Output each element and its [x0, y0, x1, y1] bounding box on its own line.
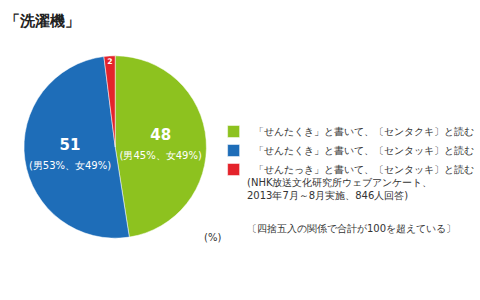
svg-text:〔四捨五入の関係で合計が100を超えている〕: 〔四捨五入の関係で合計が100を超えている〕 [247, 223, 456, 234]
svg-text:51(男53%、女49%): 51(男53%、女49%) [29, 136, 111, 172]
svg-text:(NHK放送文化研究所ウェブアンケート、2013年7月～8月: (NHK放送文化研究所ウェブアンケート、2013年7月～8月実施、846人回答) [247, 177, 432, 201]
svg-text:48(男45%、女49%): 48(男45%、女49%) [120, 126, 202, 162]
svg-text:「せんたくき」と書いて、〔センタクキ〕と読む: 「せんたくき」と書いて、〔センタクキ〕と読む [254, 126, 474, 137]
svg-text:(%): (%) [204, 232, 221, 243]
svg-text:2: 2 [107, 57, 112, 66]
svg-text:「せんたくき」と書いて、〔センタッキ〕と読む: 「せんたくき」と書いて、〔センタッキ〕と読む [254, 145, 474, 156]
svg-text:「洗濯機」: 「洗濯機」 [5, 12, 80, 30]
svg-text:「せんたっき」と書いて、〔センタッキ〕と読む: 「せんたっき」と書いて、〔センタッキ〕と読む [254, 164, 474, 175]
